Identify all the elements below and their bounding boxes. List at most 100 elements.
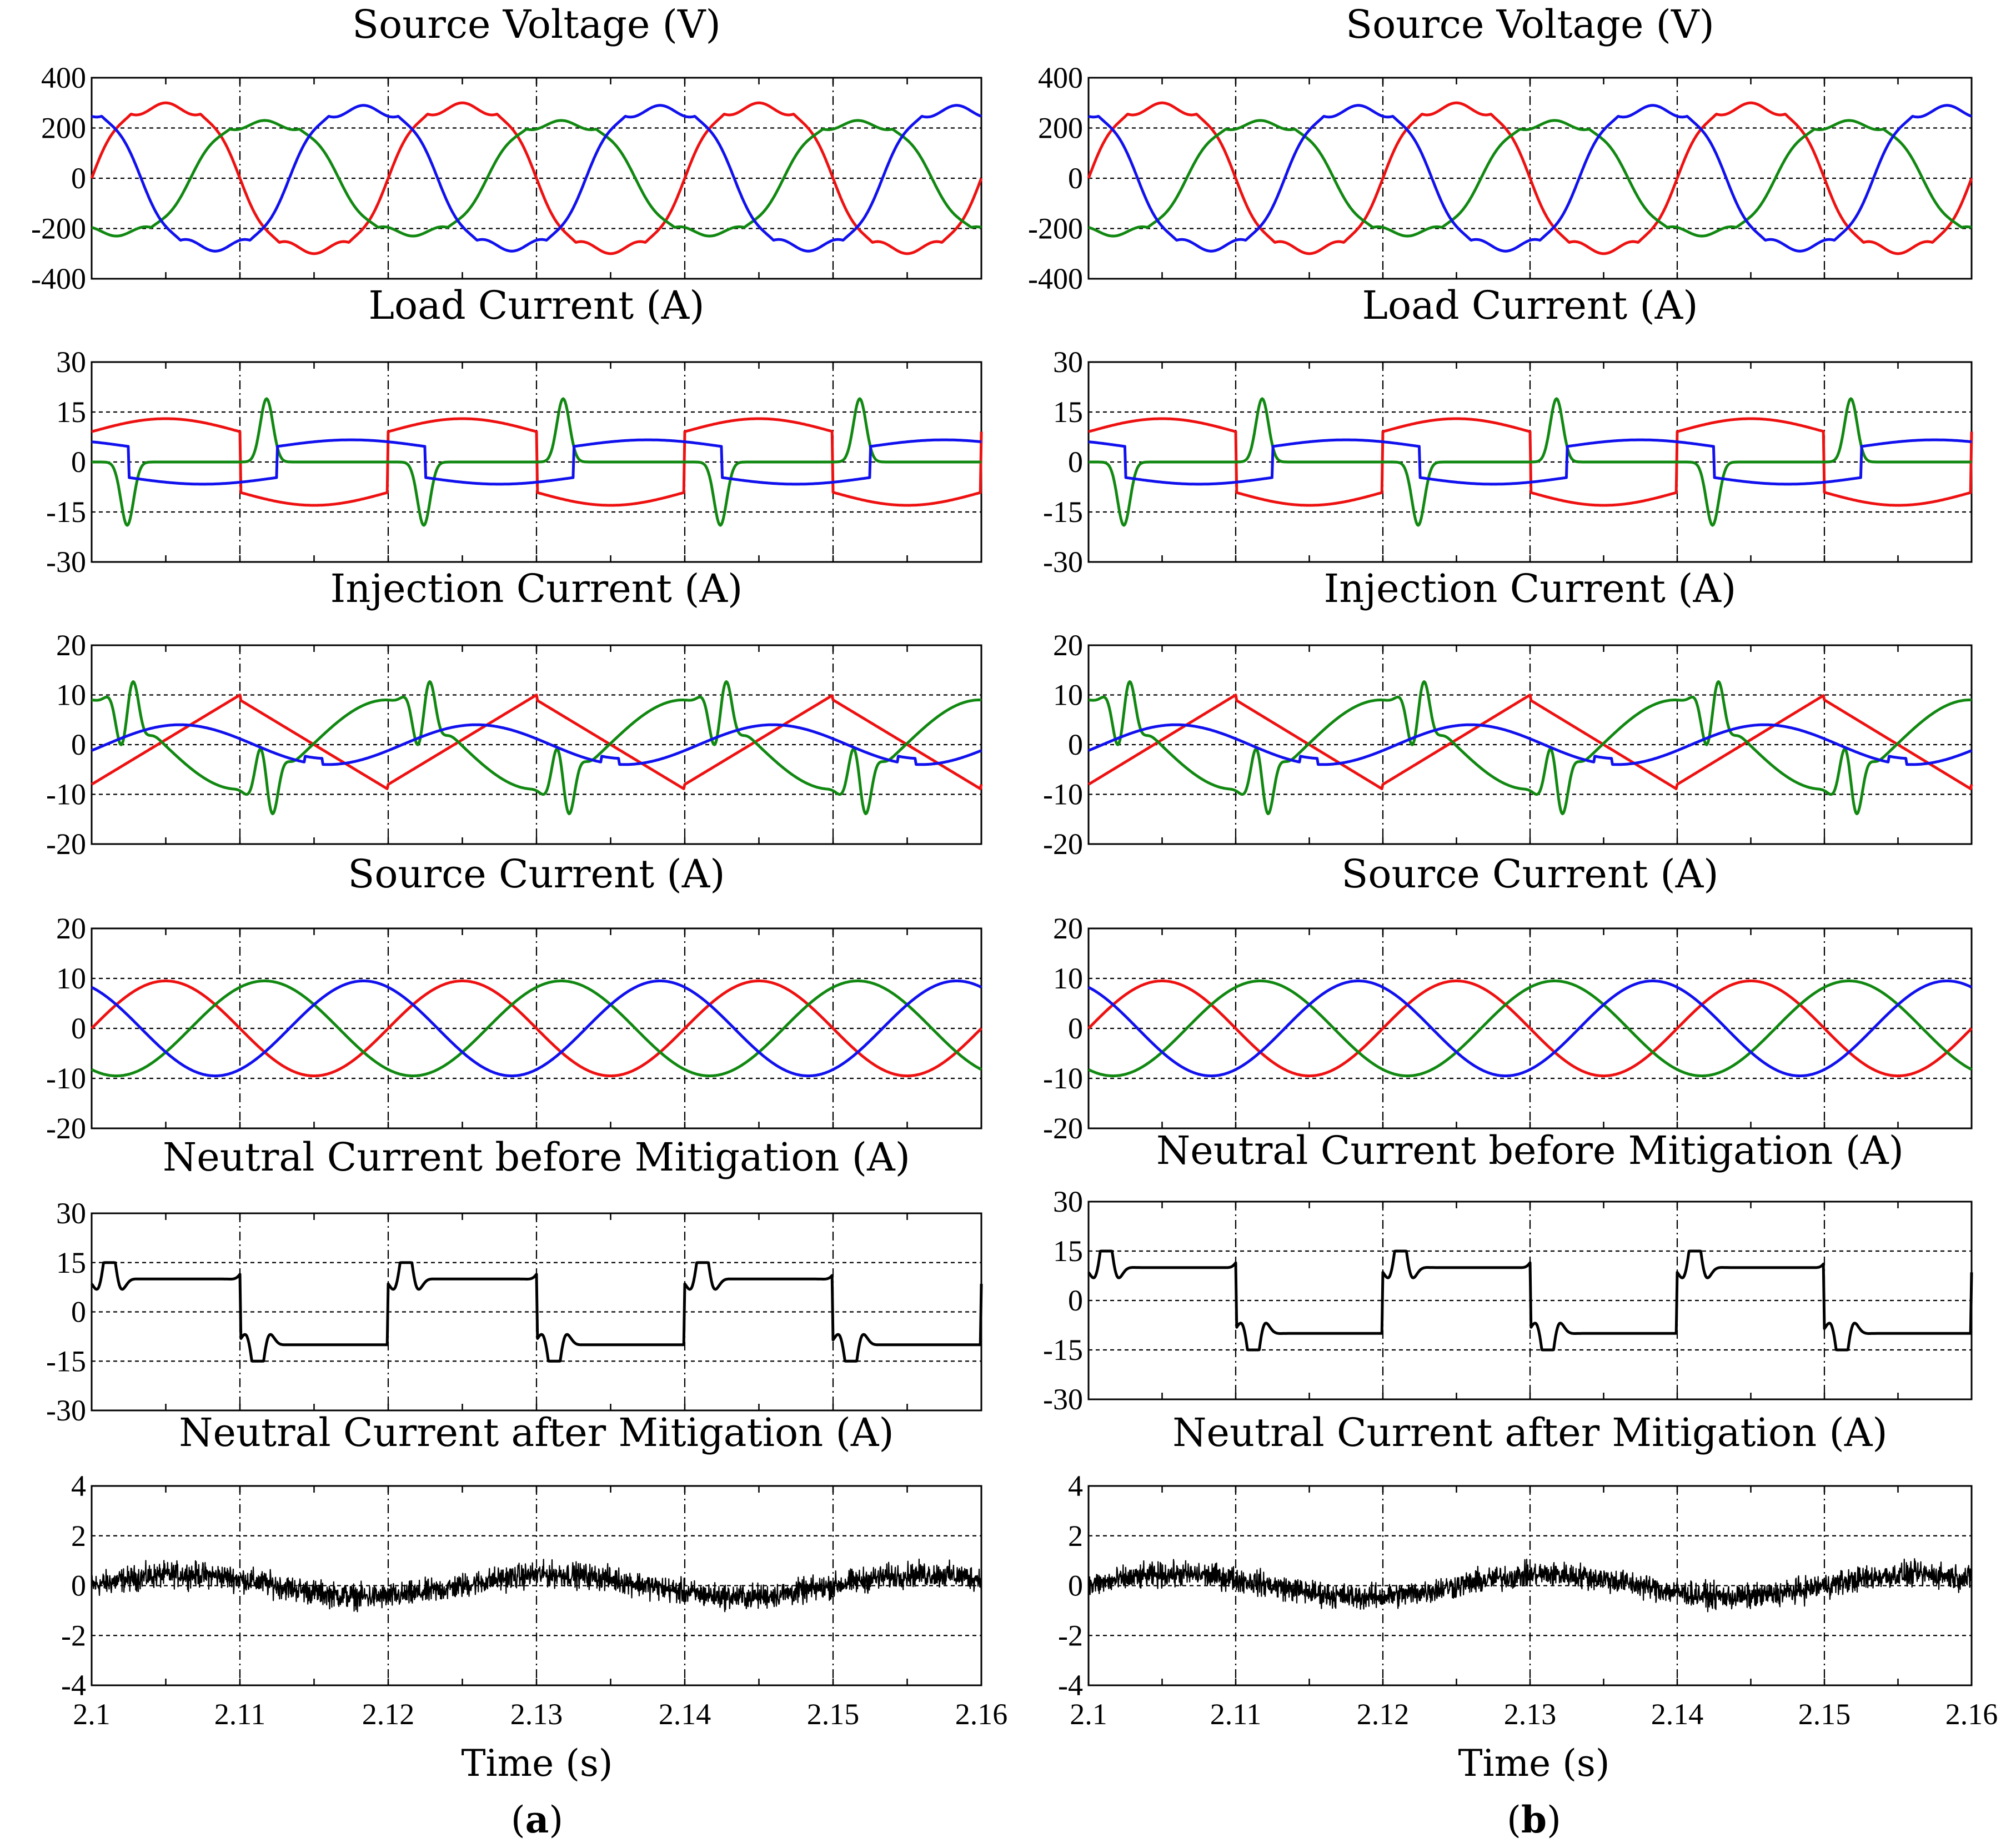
caption-b: (b) (1507, 1798, 1561, 1841)
series-phase-a-line (1087, 694, 1973, 790)
y-tick-label: -15 (46, 1344, 86, 1378)
y-tick-label: 10 (1053, 679, 1083, 712)
y-tick-label: -30 (46, 545, 86, 579)
y-tick-label: 0 (1068, 445, 1083, 479)
series-phase-b-line (91, 980, 982, 1077)
caption-a: (a) (511, 1798, 563, 1841)
y-tick-label: 0 (71, 1295, 86, 1329)
y-tick-label: -15 (46, 495, 86, 529)
y-tick-label: 200 (41, 112, 86, 145)
y-tick-label: 15 (1053, 395, 1083, 429)
x-tick-label: 2.13 (1504, 1698, 1557, 1731)
chart-b-1: Source Voltage (V) 400 200 0 -200 -400 (1028, 2, 1973, 295)
series-phase-a-line (91, 694, 983, 790)
series-phase-b-line (1087, 980, 1973, 1077)
series-phase-c-line (91, 723, 982, 766)
x-tick-label: 2.14 (1651, 1698, 1704, 1731)
series-phase-c-line (91, 980, 982, 1077)
y-tick-label: -10 (46, 1062, 86, 1095)
y-tick-label: 4 (71, 1469, 86, 1503)
y-tick-label: 0 (1068, 1284, 1083, 1317)
x-tick-label: 2.15 (1798, 1698, 1851, 1731)
x-tick-label: 2.11 (214, 1698, 266, 1731)
caption-b-open: ( (1507, 1799, 1521, 1841)
series-phase-a-line (1087, 101, 1973, 255)
y-tick-label: -10 (1043, 1062, 1083, 1095)
series-phase-b-line (91, 397, 982, 527)
x-tick-label: 2.12 (1357, 1698, 1410, 1731)
y-tick-label: 0 (71, 445, 86, 479)
chart-title: Source Current (A) (348, 851, 725, 897)
x-tick-label: 2.16 (955, 1698, 1008, 1731)
chart-title: Neutral Current after Mitigation (A) (179, 1410, 894, 1455)
y-tick-label: -400 (1028, 262, 1083, 295)
series-phase-b-line (1088, 397, 1972, 527)
chart-b-2: Load Current (A) 30 15 0 -15 -30 (1043, 283, 1973, 579)
chart-b-4: Source Current (A) 20 10 0 -10 -20 (1043, 851, 1973, 1145)
y-tick-label: 400 (1038, 61, 1083, 94)
series-phase-b-line (1088, 119, 1972, 238)
caption-a-letter: a (525, 1798, 549, 1841)
chart-a-2: Load Current (A) 30 15 0 -15 -30 (46, 283, 983, 579)
series-neutral-line (90, 1261, 983, 1363)
chart-b-3: Injection Current (A) 20 10 0 -10 -20 (1043, 566, 1973, 861)
y-tick-label: 10 (1053, 962, 1083, 995)
chart-title: Load Current (A) (368, 283, 704, 328)
x-tick-label: 2.16 (1945, 1698, 1998, 1731)
series-neutral-line (1087, 1249, 1973, 1352)
series-phase-c-line (1088, 438, 1972, 486)
x-tick-label: 2.1 (73, 1698, 111, 1731)
chart-b-5: Neutral Current before Mitigation (A) 30 1… (1043, 1128, 1973, 1416)
x-axis-label-b: Time (s) (1458, 1742, 1609, 1785)
y-tick-label: 30 (56, 345, 86, 379)
y-tick-label: 0 (1068, 728, 1083, 761)
y-tick-label: 15 (56, 395, 86, 429)
series-phase-a-line (90, 101, 983, 255)
y-tick-label: 2 (71, 1519, 86, 1553)
x-tick-label: 2.12 (362, 1698, 415, 1731)
y-tick-label: 0 (71, 162, 86, 195)
y-tick-label: 0 (1068, 162, 1083, 195)
x-axis-label-group: Time (s) Time (s) (461, 1742, 1609, 1785)
caption-b-close: ) (1547, 1799, 1561, 1841)
x-tick-label: 2.1 (1070, 1698, 1107, 1731)
chart-a-5: Neutral Current before Mitigation (A) 30 1… (46, 1134, 983, 1427)
chart-title: Source Voltage (V) (1346, 2, 1714, 47)
series-phase-b-line (1088, 680, 1972, 815)
x-tick-label: 2.14 (659, 1698, 711, 1731)
y-tick-label: 20 (1053, 912, 1083, 945)
y-tick-label: -2 (1058, 1619, 1083, 1652)
y-tick-label: -30 (46, 1394, 86, 1427)
caption-b-letter: b (1521, 1798, 1547, 1841)
y-tick-label: -20 (46, 1112, 86, 1145)
chart-title: Injection Current (A) (1324, 566, 1737, 611)
y-tick-label: -200 (31, 212, 86, 245)
chart-title: Injection Current (A) (330, 566, 743, 611)
y-tick-label: -15 (1043, 495, 1083, 529)
y-tick-label: -200 (1028, 212, 1083, 245)
y-tick-label: 30 (1053, 1185, 1083, 1218)
caption-a-open: ( (511, 1799, 525, 1841)
chart-a-6: Neutral Current after Mitigation (A) 4 2 0 -… (61, 1410, 1007, 1731)
chart-a-3: Injection Current (A) 20 10 0 -10 -20 (46, 566, 983, 861)
caption-a-close: ) (549, 1799, 563, 1841)
y-tick-label: 20 (56, 629, 86, 662)
y-tick-label: -4 (1058, 1669, 1083, 1702)
y-tick-label: -30 (1043, 1383, 1083, 1416)
y-tick-label: -15 (1043, 1333, 1083, 1367)
chart-title: Load Current (A) (1362, 283, 1698, 328)
y-tick-label: 200 (1038, 112, 1083, 145)
y-tick-label: -20 (1043, 827, 1083, 861)
chart-title: Source Voltage (V) (352, 2, 721, 47)
y-tick-label: 0 (71, 1569, 86, 1603)
y-tick-label: 400 (41, 61, 86, 94)
series-phase-a-line (1088, 417, 1973, 507)
series-phase-a-line (1087, 980, 1973, 1077)
series-phase-b-line (91, 680, 982, 815)
series-phase-c-line (1087, 980, 1973, 1077)
y-tick-label: -10 (1043, 778, 1083, 811)
series-phase-a-line (91, 417, 983, 507)
y-tick-label: -400 (31, 262, 86, 295)
series-phase-c-line (91, 104, 982, 253)
chart-title: Neutral Current before Mitigation (A) (1156, 1128, 1904, 1173)
